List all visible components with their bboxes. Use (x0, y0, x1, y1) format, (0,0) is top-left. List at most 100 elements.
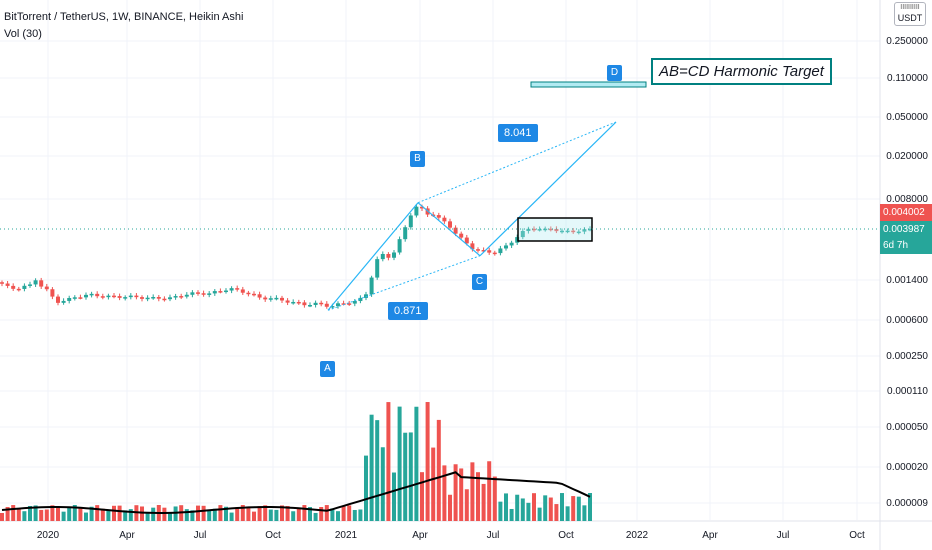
point-d-label: D (607, 65, 622, 81)
volume-bar (431, 447, 436, 521)
volume-bar (554, 504, 559, 521)
time-tick-label: Oct (265, 530, 281, 541)
volume-bar (78, 507, 83, 521)
time-tick-label: 2020 (37, 530, 60, 541)
candle-body (145, 297, 150, 300)
candle-body (459, 233, 464, 238)
volume-bar (5, 507, 10, 521)
volume-bar (184, 509, 189, 521)
volume-bar (11, 505, 16, 521)
volume-bar (145, 512, 150, 521)
candle-body (39, 280, 44, 287)
candle-body (352, 301, 357, 304)
volume-bar (67, 508, 72, 521)
volume-bar (392, 472, 396, 521)
candle-body (308, 305, 312, 307)
pattern-leg (479, 121, 617, 257)
candle-body (128, 295, 133, 298)
volume-bar (207, 510, 212, 521)
candle-body (0, 282, 4, 284)
candle-body (50, 289, 55, 297)
volume-bar (504, 493, 508, 521)
volume-bar (128, 509, 133, 521)
candle-body (156, 297, 161, 299)
candle-body (498, 248, 503, 254)
candle-body (61, 300, 66, 303)
currency-unit-button[interactable]: IIIIIIIIII USDT (894, 2, 926, 26)
volume-bar (565, 506, 570, 521)
candles (0, 204, 592, 310)
candle-body (548, 228, 553, 231)
volume-bar (560, 493, 564, 521)
candle-body (414, 206, 419, 216)
volume-bar (324, 505, 329, 521)
time-tick-label: 2021 (335, 530, 358, 541)
volume-bar (151, 507, 156, 521)
volume-bar (464, 489, 469, 521)
pattern-leg (417, 202, 481, 257)
volume-bar (44, 509, 49, 521)
volume-bar (319, 507, 324, 521)
candle-body (319, 302, 324, 305)
price-tick-label: 0.020000 (886, 151, 928, 162)
candle-body (386, 253, 391, 258)
volume-bar (106, 510, 111, 521)
candle-body (168, 297, 172, 300)
candle-body (44, 286, 49, 290)
volume-bar (358, 509, 363, 521)
volume-bar (263, 505, 268, 521)
volume-bar (117, 505, 122, 521)
candle-body (526, 228, 531, 232)
volume-bar (537, 507, 542, 521)
candle-body (364, 294, 368, 298)
volume-bar (190, 510, 195, 521)
volume-bar (492, 476, 497, 521)
time-axis[interactable]: 2020 Apr Jul Oct 2021 Apr Jul Oct 2022 Apr Jul Oct (37, 530, 865, 541)
volume-bar (330, 508, 335, 521)
unit-box-currency: USDT (897, 13, 923, 23)
candle-body (341, 303, 346, 305)
candle-body (420, 206, 424, 209)
volume-bar (257, 506, 262, 521)
volume-bar (582, 505, 587, 521)
volume-bar (89, 506, 94, 521)
volume-bar (403, 432, 408, 521)
time-tick-label: Apr (119, 530, 135, 541)
candle-body (464, 237, 469, 244)
volume-bar (123, 510, 128, 521)
volume-bar (442, 465, 447, 521)
candle-body (84, 294, 88, 298)
candle-body (313, 302, 318, 306)
volume-bar (476, 472, 480, 521)
candle-body (369, 277, 374, 295)
price-tick-label: 0.008000 (886, 194, 928, 205)
volume-bar (291, 511, 296, 521)
price-tick-label: 0.250000 (886, 36, 928, 47)
candle-body (67, 298, 72, 301)
candle-body (212, 291, 217, 294)
candle-body (151, 297, 156, 299)
candle-body (397, 239, 402, 253)
price-tick-label: 0.000009 (886, 498, 928, 509)
candle-body (515, 237, 520, 243)
candle-body (240, 289, 245, 293)
volume-indicator-label[interactable]: Vol (30) (4, 28, 42, 40)
volume-bar (352, 509, 357, 521)
price-tick-label: 0.000600 (886, 315, 928, 326)
candle-body (162, 298, 167, 301)
volume-bar (448, 494, 452, 521)
pattern-leg (327, 202, 419, 311)
candle-body (268, 298, 273, 300)
volume-bar (201, 505, 206, 521)
price-axis[interactable]: 0.250000 0.110000 0.050000 0.020000 0.008000… (886, 36, 928, 509)
candle-body (16, 288, 21, 291)
candle-body (571, 230, 576, 233)
candle-body (235, 288, 240, 290)
candle-body (588, 228, 592, 231)
candle-body (184, 294, 189, 297)
candle-body (252, 293, 256, 296)
time-tick-label: 2022 (626, 530, 649, 541)
candle-body (190, 292, 195, 295)
volume-bar (33, 505, 38, 521)
